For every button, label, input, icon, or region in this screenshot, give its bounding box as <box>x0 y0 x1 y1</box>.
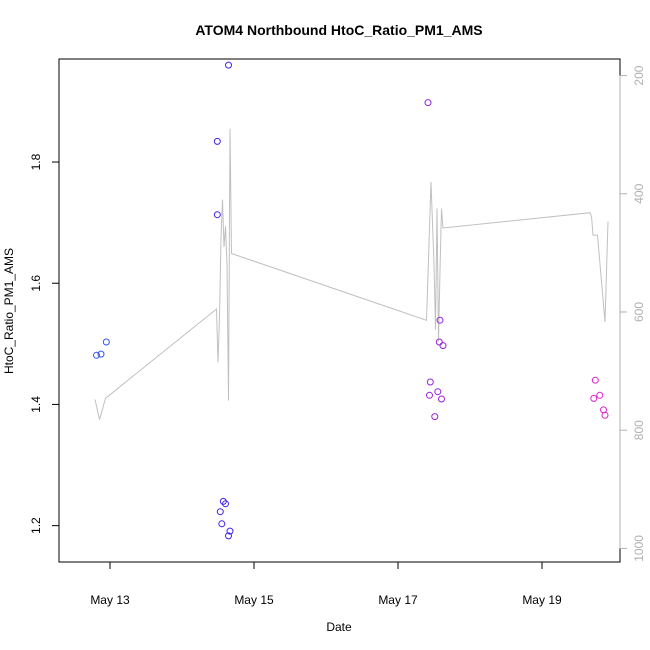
data-point <box>590 394 598 402</box>
y-tick-label: 1.4 <box>29 396 43 413</box>
data-point <box>102 338 110 346</box>
data-point <box>218 520 226 528</box>
y2-tick-label: 800 <box>632 420 646 440</box>
y-tick-label: 1.2 <box>29 517 43 534</box>
data-point <box>426 378 434 386</box>
chart-title: ATOM4 Northbound HtoC_Ratio_PM1_AMS <box>195 22 482 38</box>
line-series <box>94 128 609 420</box>
data-point <box>222 500 229 508</box>
y2-tick-label: 1000 <box>632 535 646 562</box>
data-point <box>97 350 105 358</box>
data-point <box>424 99 432 107</box>
data-point <box>431 413 439 421</box>
data-point <box>216 508 224 516</box>
plot-frame <box>58 58 621 563</box>
data-point <box>438 395 445 403</box>
y2-tick-label: 200 <box>632 65 646 85</box>
data-point <box>434 388 442 396</box>
data-point <box>213 137 221 145</box>
data-point <box>219 497 227 505</box>
series-line <box>94 128 609 420</box>
x-tick-label: May 13 <box>90 593 130 607</box>
y2-tick-label: 400 <box>632 183 646 203</box>
data-point <box>93 351 100 359</box>
data-point <box>596 391 604 399</box>
data-point <box>436 316 444 324</box>
data-point <box>439 342 447 350</box>
y-axis: 1.2 1.4 1.6 1.8 <box>29 153 60 534</box>
data-point <box>435 338 443 346</box>
data-point <box>426 391 433 399</box>
x-tick-label: May 17 <box>378 593 418 607</box>
y2-tick-label: 600 <box>632 302 646 322</box>
y-tick-label: 1.6 <box>29 275 43 292</box>
y-tick-label: 1.8 <box>29 153 43 170</box>
data-point <box>213 211 221 219</box>
x-tick-label: May 15 <box>234 593 274 607</box>
y2-axis: 200 400 600 800 1000 <box>619 65 646 562</box>
data-point <box>225 61 232 69</box>
x-axis-label: Date <box>326 620 352 634</box>
data-point <box>591 376 599 384</box>
data-point <box>225 532 232 540</box>
x-tick-label: May 19 <box>522 593 562 607</box>
y-axis-label: HtoC_Ratio_PM1_AMS <box>2 248 16 374</box>
point-series <box>93 61 609 540</box>
data-point <box>226 527 234 535</box>
data-point <box>601 411 609 419</box>
x-axis: May 13 May 15 May 17 May 19 <box>90 561 562 607</box>
